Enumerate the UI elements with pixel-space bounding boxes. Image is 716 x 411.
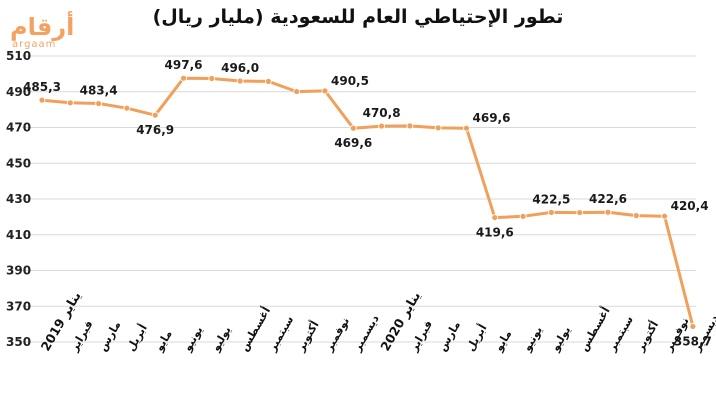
data-point <box>463 124 470 132</box>
grid-lines <box>22 55 696 343</box>
argaam-logo-arabic: أرقام <box>10 11 74 41</box>
x-tick-label: يوليو <box>548 324 573 354</box>
data-point <box>151 111 159 119</box>
data-label: 470,8 <box>363 106 401 120</box>
y-tick-label: 490 <box>6 85 31 99</box>
data-label: 358,7 <box>674 334 712 348</box>
data-point <box>604 208 612 216</box>
data-point <box>264 77 272 85</box>
x-tick-label: مارس <box>96 319 123 354</box>
x-tick-label: يونيو <box>520 324 545 354</box>
data-label: 422,6 <box>589 192 627 206</box>
y-tick-label: 370 <box>6 299 31 313</box>
data-point <box>576 209 584 216</box>
x-tick-label: أكتوبر <box>632 318 661 354</box>
data-point <box>208 75 216 82</box>
data-label: 469,6 <box>473 111 511 125</box>
data-labels: 485,3 483,4 476,9 497,6 496,0 490,5 469,6 470,8… <box>23 58 712 348</box>
x-tick-label: سبتمبر <box>605 314 636 355</box>
data-point <box>434 124 442 132</box>
chart-title: تطور الإحتياطي العام للسعودية (مليار ريا… <box>153 6 564 28</box>
x-tick-label: ديسمبر <box>350 312 382 354</box>
data-label: 485,3 <box>23 80 61 94</box>
data-point <box>321 87 329 95</box>
argaam-logo: أرقام argaam <box>10 11 74 50</box>
y-tick-label: 510 <box>6 49 31 63</box>
y-tick-label: 470 <box>6 121 31 135</box>
data-label: 419,6 <box>476 226 514 240</box>
x-tick-label: فبراير <box>407 318 435 354</box>
x-tick-label: نوفمبر <box>322 315 352 354</box>
data-label: 422,5 <box>532 192 570 206</box>
x-tick-label: أبريل <box>463 322 489 354</box>
data-point <box>519 212 527 220</box>
data-label: 483,4 <box>80 84 118 98</box>
series-line <box>40 76 695 328</box>
x-tick-label: أكتوبر <box>293 318 322 354</box>
data-label: 476,9 <box>136 123 174 137</box>
data-point <box>123 104 131 112</box>
data-point <box>236 77 244 85</box>
data-point <box>661 212 668 220</box>
x-tick-label: يوليو <box>209 324 234 354</box>
data-point <box>95 100 102 107</box>
x-tick-label: مايو <box>492 328 515 354</box>
data-label: 490,5 <box>331 74 369 88</box>
data-point <box>548 209 555 216</box>
data-point <box>378 122 386 130</box>
y-tick-label: 430 <box>6 192 31 206</box>
data-label: 469,6 <box>334 136 372 150</box>
series-layer <box>38 74 697 330</box>
data-label: 496,0 <box>221 61 259 75</box>
data-point <box>38 96 46 104</box>
x-tick-label: يونيو <box>180 324 205 354</box>
x-tick-label: فبراير <box>67 318 95 354</box>
x-tick-label: أبريل <box>123 322 149 354</box>
y-tick-label: 450 <box>6 156 31 170</box>
data-point <box>66 99 74 107</box>
data-label: 420,4 <box>671 199 709 213</box>
data-label: 497,6 <box>165 58 203 72</box>
data-point <box>632 212 640 220</box>
data-point <box>349 124 357 132</box>
data-point <box>689 323 697 330</box>
x-tick-label: مارس <box>436 319 463 354</box>
data-point <box>293 88 301 95</box>
data-point <box>406 122 414 130</box>
x-tick-label: مايو <box>152 328 175 354</box>
y-axis: 350 370 390 410 430 450 470 490 510 <box>6 49 31 349</box>
y-tick-label: 390 <box>6 264 31 278</box>
data-point <box>180 74 187 82</box>
x-tick-label: سبتمبر <box>265 314 296 355</box>
y-tick-label: 410 <box>6 228 31 242</box>
data-point <box>491 214 499 221</box>
argaam-logo-latin: argaam <box>12 39 56 50</box>
y-tick-label: 350 <box>6 335 31 349</box>
